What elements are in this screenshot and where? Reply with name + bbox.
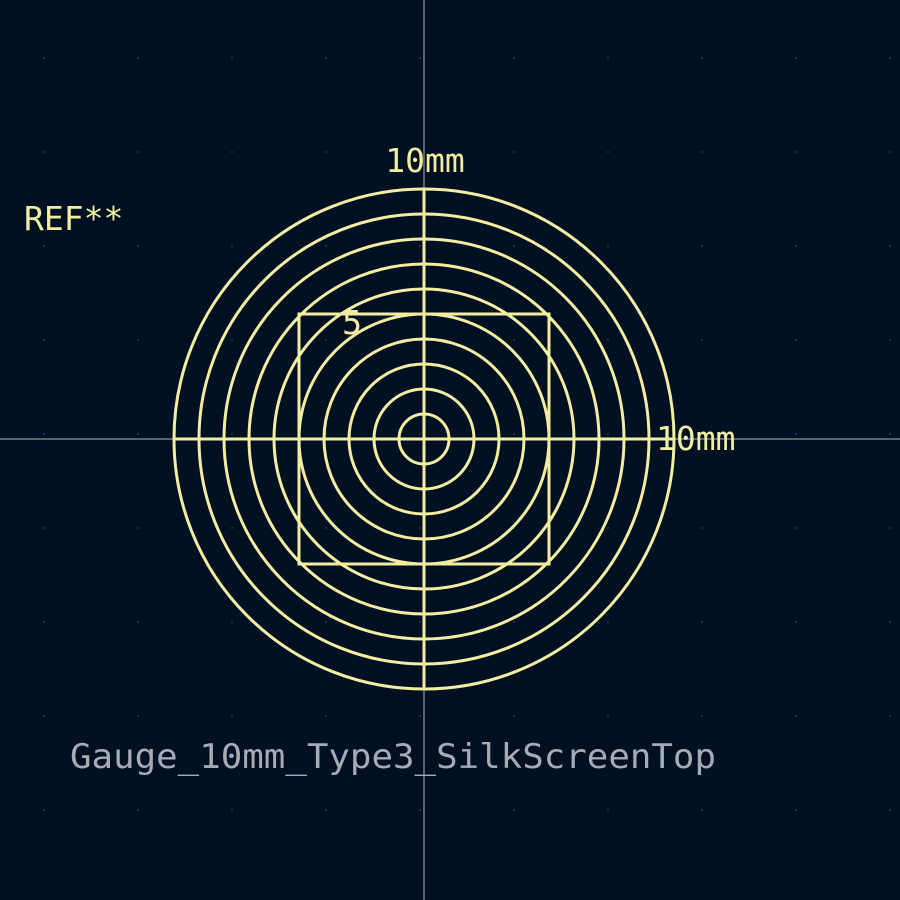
grid-dot xyxy=(701,245,703,247)
grid-dot xyxy=(607,715,609,717)
grid-dot xyxy=(43,151,45,153)
gauge-graphics xyxy=(172,187,676,691)
grid-dot xyxy=(701,715,703,717)
grid-dot xyxy=(325,339,327,341)
grid-dot xyxy=(607,245,609,247)
grid-dot xyxy=(419,151,421,153)
grid-dot xyxy=(889,433,891,435)
grid-dot xyxy=(231,433,233,435)
grid-dot xyxy=(889,809,891,811)
grid-dot xyxy=(137,57,139,59)
grid-dot xyxy=(795,151,797,153)
grid-dot xyxy=(43,339,45,341)
grid-dot xyxy=(513,245,515,247)
grid-dot xyxy=(607,433,609,435)
grid-dot xyxy=(231,621,233,623)
grid-dot xyxy=(513,151,515,153)
grid-dot xyxy=(701,151,703,153)
grid-dot xyxy=(325,809,327,811)
grid-dot xyxy=(325,621,327,623)
grid-dot xyxy=(513,433,515,435)
grid-dot xyxy=(701,339,703,341)
grid-dot xyxy=(43,527,45,529)
grid-dot xyxy=(513,621,515,623)
grid-dot xyxy=(701,433,703,435)
grid-dot xyxy=(325,527,327,529)
grid-dot xyxy=(889,151,891,153)
grid-dot xyxy=(325,151,327,153)
grid-dot xyxy=(889,527,891,529)
grid-dot xyxy=(43,621,45,623)
grid-dot xyxy=(419,57,421,59)
grid-dot xyxy=(607,57,609,59)
grid-dot xyxy=(889,621,891,623)
grid-dot xyxy=(889,339,891,341)
grid-dot xyxy=(231,245,233,247)
grid-dot xyxy=(137,621,139,623)
grid-dot xyxy=(513,715,515,717)
grid-dot xyxy=(607,527,609,529)
grid-dot xyxy=(43,57,45,59)
grid-dot xyxy=(419,715,421,717)
grid-dot xyxy=(231,57,233,59)
grid-dot xyxy=(795,433,797,435)
grid-dot xyxy=(889,715,891,717)
grid-dot xyxy=(43,809,45,811)
grid-dot xyxy=(137,339,139,341)
grid-dot xyxy=(795,339,797,341)
grid-dot xyxy=(795,715,797,717)
right-scale-label: 10mm xyxy=(656,419,735,458)
grid-dot xyxy=(419,621,421,623)
grid-dot xyxy=(889,57,891,59)
grid-dot xyxy=(701,621,703,623)
grid-dot xyxy=(325,245,327,247)
grid-dot xyxy=(419,809,421,811)
grid-dot xyxy=(137,151,139,153)
grid-dot xyxy=(137,527,139,529)
grid-dot xyxy=(701,57,703,59)
square-size-label: 5 xyxy=(342,303,362,342)
top-scale-label: 10mm xyxy=(385,141,464,180)
grid-dot xyxy=(795,245,797,247)
grid-dot xyxy=(795,527,797,529)
grid-dot xyxy=(513,57,515,59)
grid-dot xyxy=(231,151,233,153)
grid-dot xyxy=(795,621,797,623)
grid-dot xyxy=(231,339,233,341)
grid-dot xyxy=(231,715,233,717)
grid-dot xyxy=(137,809,139,811)
grid-dot xyxy=(43,433,45,435)
grid-dot xyxy=(137,245,139,247)
grid-dot xyxy=(419,527,421,529)
grid-dot xyxy=(43,245,45,247)
grid-dot xyxy=(607,809,609,811)
grid-dots xyxy=(43,57,891,811)
grid-dot xyxy=(889,245,891,247)
grid-dot xyxy=(43,715,45,717)
grid-dot xyxy=(607,621,609,623)
grid-dot xyxy=(419,433,421,435)
grid-dot xyxy=(701,809,703,811)
grid-dot xyxy=(795,809,797,811)
grid-dot xyxy=(701,527,703,529)
grid-dot xyxy=(607,151,609,153)
grid-dot xyxy=(137,433,139,435)
footprint-value[interactable]: Gauge_10mm_Type3_SilkScreenTop xyxy=(70,737,716,777)
grid-dot xyxy=(231,527,233,529)
grid-dot xyxy=(607,339,609,341)
grid-dot xyxy=(137,715,139,717)
grid-dot xyxy=(325,57,327,59)
grid-dot xyxy=(795,57,797,59)
grid-dot xyxy=(513,339,515,341)
grid-dot xyxy=(419,245,421,247)
reference-designator[interactable]: REF** xyxy=(24,199,123,238)
grid-dot xyxy=(513,809,515,811)
grid-dot xyxy=(231,809,233,811)
grid-dot xyxy=(325,715,327,717)
